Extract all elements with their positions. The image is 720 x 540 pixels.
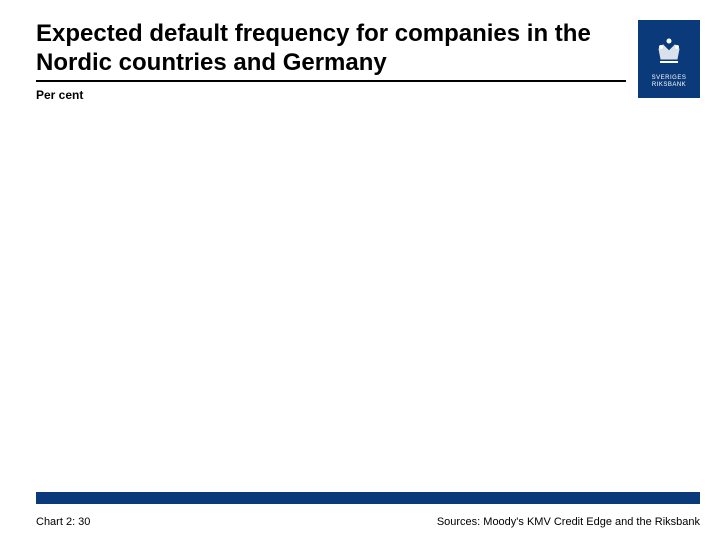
crown-icon <box>651 35 687 71</box>
page-subtitle: Per cent <box>36 88 626 102</box>
logo-line1: SVERIGES <box>652 75 687 81</box>
header-row: Expected default frequency for companies… <box>0 0 720 102</box>
sources-text: Sources: Moody's KMV Credit Edge and the… <box>437 516 700 528</box>
page-title: Expected default frequency for companies… <box>36 20 626 82</box>
riksbank-logo: SVERIGES RIKSBANK <box>638 20 700 98</box>
footer-row: Chart 2: 30 Sources: Moody's KMV Credit … <box>36 516 700 528</box>
title-block: Expected default frequency for companies… <box>36 20 638 102</box>
footer-bar <box>36 492 700 504</box>
logo-line2: RIKSBANK <box>652 82 686 88</box>
chart-number: Chart 2: 30 <box>36 516 90 528</box>
logo-text: SVERIGES RIKSBANK <box>652 75 687 88</box>
